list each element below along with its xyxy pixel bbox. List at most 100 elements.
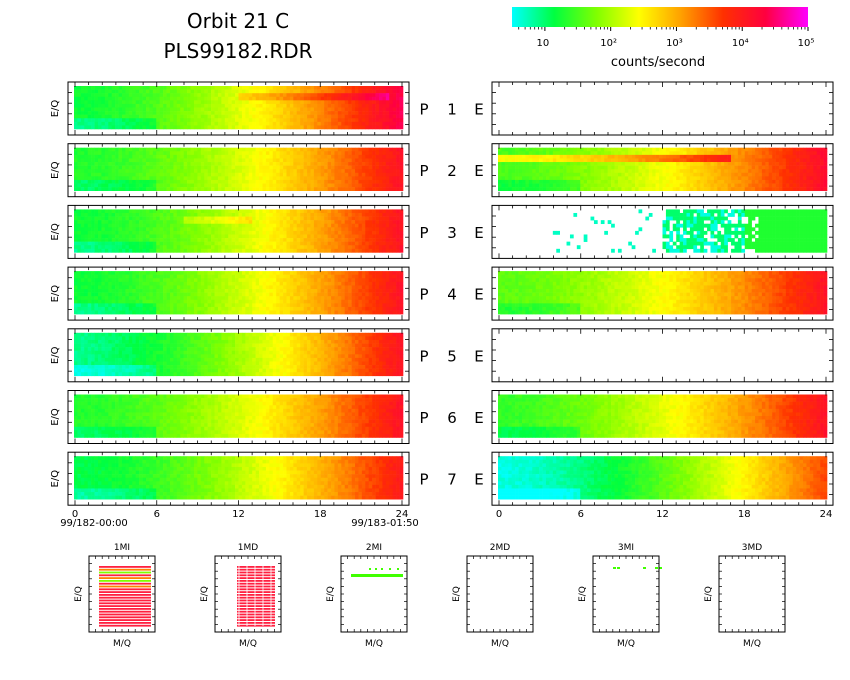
heatmap-cell <box>498 158 502 163</box>
heatmap-cell <box>317 230 322 235</box>
heatmap-cell <box>84 230 89 235</box>
heatmap-cell <box>768 151 773 156</box>
heatmap-cell <box>200 179 205 184</box>
heatmap-cell <box>372 245 376 250</box>
heatmap-cell <box>211 86 215 90</box>
heatmap-cell <box>535 172 540 177</box>
heatmap-cell <box>214 234 219 239</box>
heatmap-cell <box>262 89 267 94</box>
heatmap-cell <box>679 162 684 166</box>
heatmap-cell <box>156 100 160 105</box>
heatmap-cell <box>221 227 226 232</box>
heatmap-cell <box>348 183 352 188</box>
heatmap-cell <box>156 125 160 130</box>
heatmap-cell <box>741 151 746 156</box>
heatmap-cell <box>511 162 516 166</box>
heatmap-cell <box>761 183 766 188</box>
heatmap-cell <box>597 179 602 184</box>
heatmap-cell <box>159 151 164 156</box>
heatmap-cell <box>635 165 639 170</box>
heatmap-cell <box>300 154 304 159</box>
heatmap-cell <box>279 176 284 181</box>
heatmap-cell <box>169 100 174 105</box>
heatmap-cell <box>94 216 99 221</box>
heatmap-cell <box>235 165 239 170</box>
heatmap-cell <box>614 176 619 181</box>
heatmap-cell <box>149 234 154 239</box>
heatmap-cell <box>382 220 387 225</box>
heatmap-cell <box>228 151 232 156</box>
heatmap-cell <box>166 248 171 253</box>
heatmap-cell <box>566 158 571 163</box>
heatmap-cell <box>97 162 102 166</box>
heatmap-cell <box>652 147 656 152</box>
heatmap-cell <box>142 111 147 115</box>
heatmap-cell <box>156 238 160 242</box>
heatmap-cell <box>125 107 130 112</box>
heatmap-cell <box>149 93 154 98</box>
heatmap-cell <box>355 158 359 163</box>
heatmap-cell <box>320 212 325 217</box>
heatmap-cell <box>334 107 339 112</box>
heatmap-cell <box>97 187 102 191</box>
heatmap-cell <box>320 187 325 191</box>
heatmap-cell <box>193 176 198 181</box>
heatmap-cell <box>532 169 536 174</box>
heatmap-cell <box>396 176 400 181</box>
heatmap-cell <box>283 241 287 246</box>
heatmap-cell <box>101 169 106 174</box>
heatmap-cell <box>683 151 687 156</box>
heatmap-cell <box>768 158 773 163</box>
heatmap-cell <box>341 89 346 94</box>
heatmap-cell <box>655 172 660 177</box>
heatmap-cell <box>166 216 171 221</box>
heatmap-cell <box>279 172 284 177</box>
heatmap-cell <box>187 111 191 115</box>
heatmap-cell <box>286 154 291 159</box>
heatmap-cell <box>372 227 376 232</box>
heatmap-cell <box>385 158 390 163</box>
heatmap-cell <box>84 162 89 166</box>
heatmap-cell <box>334 230 339 235</box>
heatmap-cell <box>128 111 133 115</box>
heatmap-cell <box>84 223 89 228</box>
heatmap-cell <box>327 245 332 250</box>
heatmap-cell <box>813 165 818 170</box>
heatmap-cell <box>245 162 250 166</box>
heatmap-cell <box>382 158 387 163</box>
heatmap-cell <box>200 169 205 174</box>
heatmap-cell <box>549 147 554 152</box>
heatmap-cell <box>566 147 571 152</box>
heatmap-cell <box>351 230 356 235</box>
heatmap-cell <box>761 147 766 152</box>
heatmap-cell <box>604 158 608 163</box>
heatmap-cell <box>713 147 718 152</box>
heatmap-cell <box>816 162 821 166</box>
heatmap-cell <box>741 154 746 159</box>
heatmap-cell <box>204 216 208 221</box>
heatmap-cell <box>504 158 509 163</box>
heatmap-cell <box>269 154 274 159</box>
heatmap-cell <box>392 111 397 115</box>
heatmap-cell <box>365 89 370 94</box>
figure-title: Orbit 21 C <box>187 9 289 33</box>
heatmap-cell <box>197 89 202 94</box>
heatmap-cell <box>645 183 650 188</box>
heatmap-cell <box>549 187 554 191</box>
heatmap-cell <box>183 172 188 177</box>
heatmap-cell <box>392 100 397 105</box>
heatmap-cell <box>187 121 191 126</box>
heatmap-cell <box>125 96 130 101</box>
heatmap-cell <box>87 154 92 159</box>
heatmap-cell <box>190 147 195 152</box>
heatmap-cell <box>741 162 746 166</box>
heatmap-cell <box>806 183 811 188</box>
heatmap-cell <box>204 121 208 126</box>
heatmap-cell <box>235 121 239 126</box>
heatmap-cell <box>128 147 133 152</box>
heatmap-cell <box>648 183 653 188</box>
heatmap-cell <box>132 154 136 159</box>
heatmap-cell <box>628 151 632 156</box>
heatmap-cell <box>611 187 615 191</box>
heatmap-cell <box>111 111 116 115</box>
